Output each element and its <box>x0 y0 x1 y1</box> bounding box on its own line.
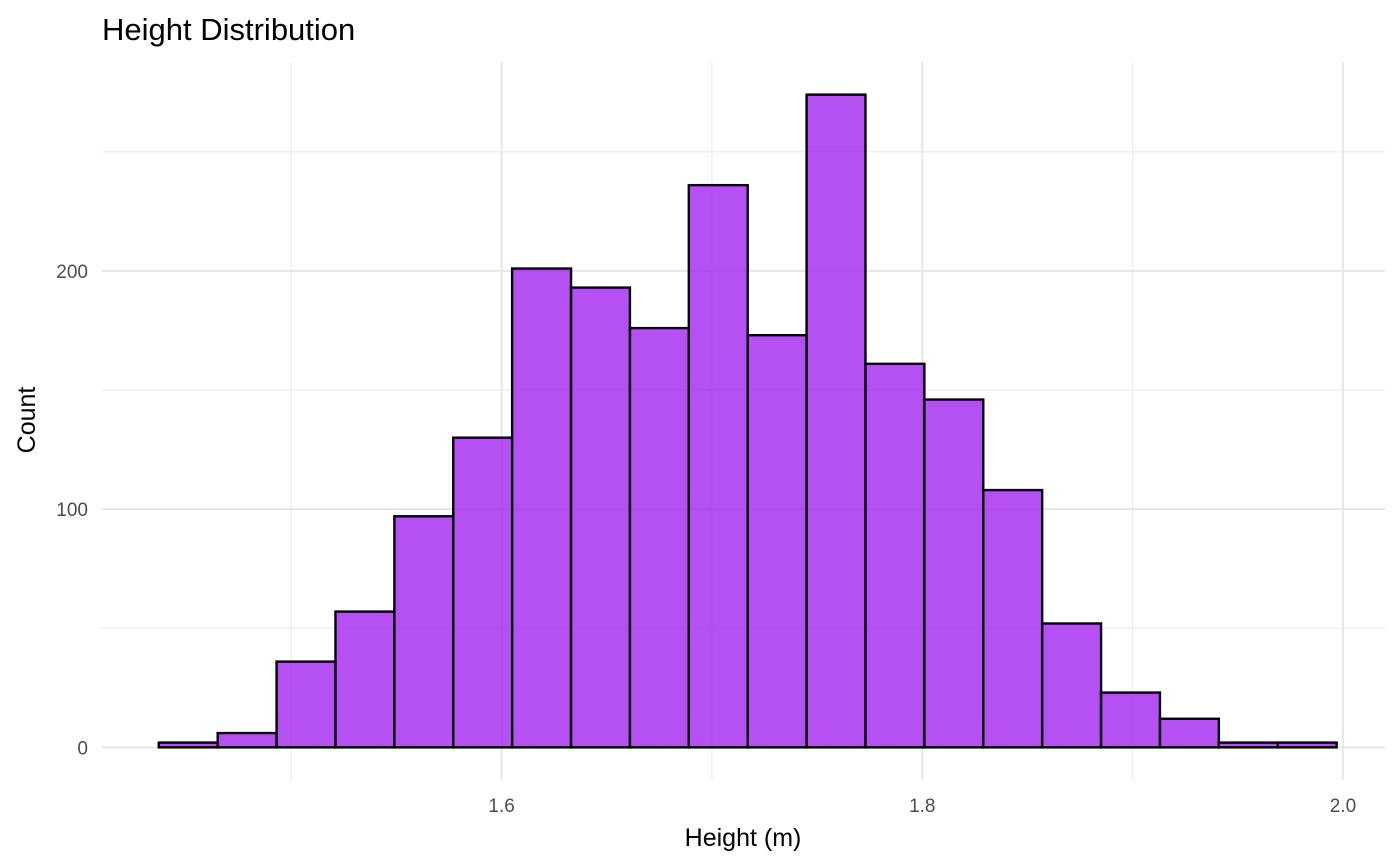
y-tick-label: 200 <box>56 262 88 283</box>
histogram-bar <box>275 660 337 749</box>
histogram-bar <box>1276 741 1338 749</box>
x-axis-ticks: 1.6 1.8 2.0 <box>488 796 1356 817</box>
histogram-bar <box>510 267 573 749</box>
x-tick-label: 1.8 <box>909 796 935 817</box>
x-tick-label: 2.0 <box>1330 796 1356 817</box>
histogram-bar <box>1217 741 1279 749</box>
histogram-bar <box>1040 622 1103 749</box>
x-axis-title: Height (m) <box>685 824 802 852</box>
y-axis-title: Count <box>13 387 41 454</box>
histogram-bar <box>393 515 455 749</box>
histogram-bar <box>982 488 1044 749</box>
histogram-bar <box>157 741 219 749</box>
y-tick-label: 0 <box>77 738 88 759</box>
histogram-bar <box>216 731 278 749</box>
histogram-bar <box>923 398 985 749</box>
histogram-bar <box>746 334 808 749</box>
histogram-bar <box>687 183 749 749</box>
y-axis-ticks: 0 100 200 <box>56 262 88 759</box>
histogram-bar <box>1158 717 1221 749</box>
x-tick-label: 1.6 <box>488 796 514 817</box>
histogram-bar <box>628 326 691 749</box>
histogram-bar <box>1099 691 1162 749</box>
bars <box>157 93 1338 749</box>
histogram-bar <box>864 362 926 749</box>
y-tick-label: 100 <box>56 500 88 521</box>
histogram-bar <box>334 610 396 749</box>
histogram-bar <box>805 93 867 749</box>
histogram-bar <box>569 286 632 749</box>
histogram-bar <box>452 436 514 749</box>
chart-title: Height Distribution <box>102 12 355 47</box>
